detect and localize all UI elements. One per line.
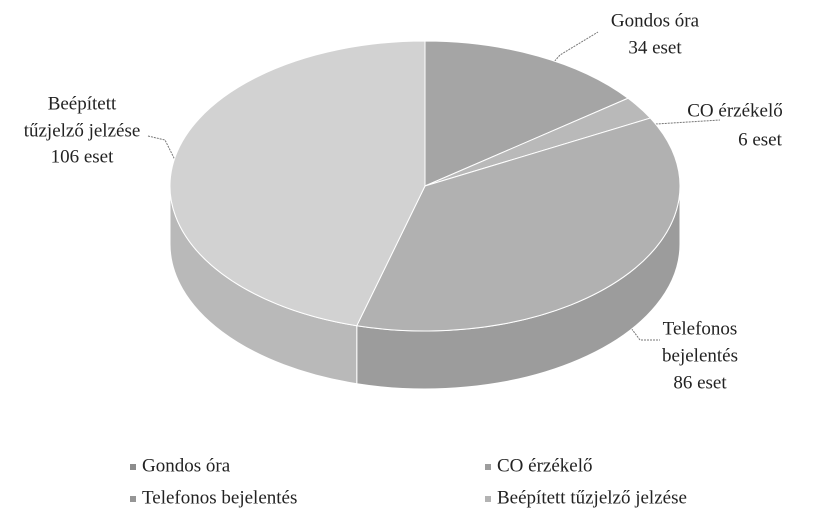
pie-tops — [169, 40, 681, 332]
data-label: bejelentés — [662, 345, 738, 366]
data-label: 34 eset — [628, 37, 682, 58]
pie-slice — [356, 117, 681, 332]
data-label: tűzjelző jelzése — [24, 120, 141, 141]
legend-label: Beépített tűzjelző jelzése — [497, 487, 687, 508]
legend-marker — [485, 464, 491, 470]
data-label: 86 eset — [673, 372, 727, 393]
legend-label: Gondos óra — [142, 455, 231, 476]
pie-slice — [169, 40, 426, 327]
data-label: 106 eset — [51, 146, 115, 167]
leader-line — [524, 31, 599, 96]
data-label: Gondos óra — [611, 10, 700, 31]
data-label: Beépített — [48, 93, 117, 114]
legend-label: Telefonos bejelentés — [142, 487, 297, 508]
data-label: Telefonos — [663, 318, 738, 339]
legend-marker — [485, 496, 491, 502]
legend-marker — [130, 496, 136, 502]
legend-label: CO érzékelő — [497, 455, 592, 476]
pie-slice — [424, 40, 629, 187]
data-label: CO érzékelő — [687, 100, 782, 121]
data-label: 6 eset — [738, 129, 783, 150]
legend-marker — [130, 464, 136, 470]
